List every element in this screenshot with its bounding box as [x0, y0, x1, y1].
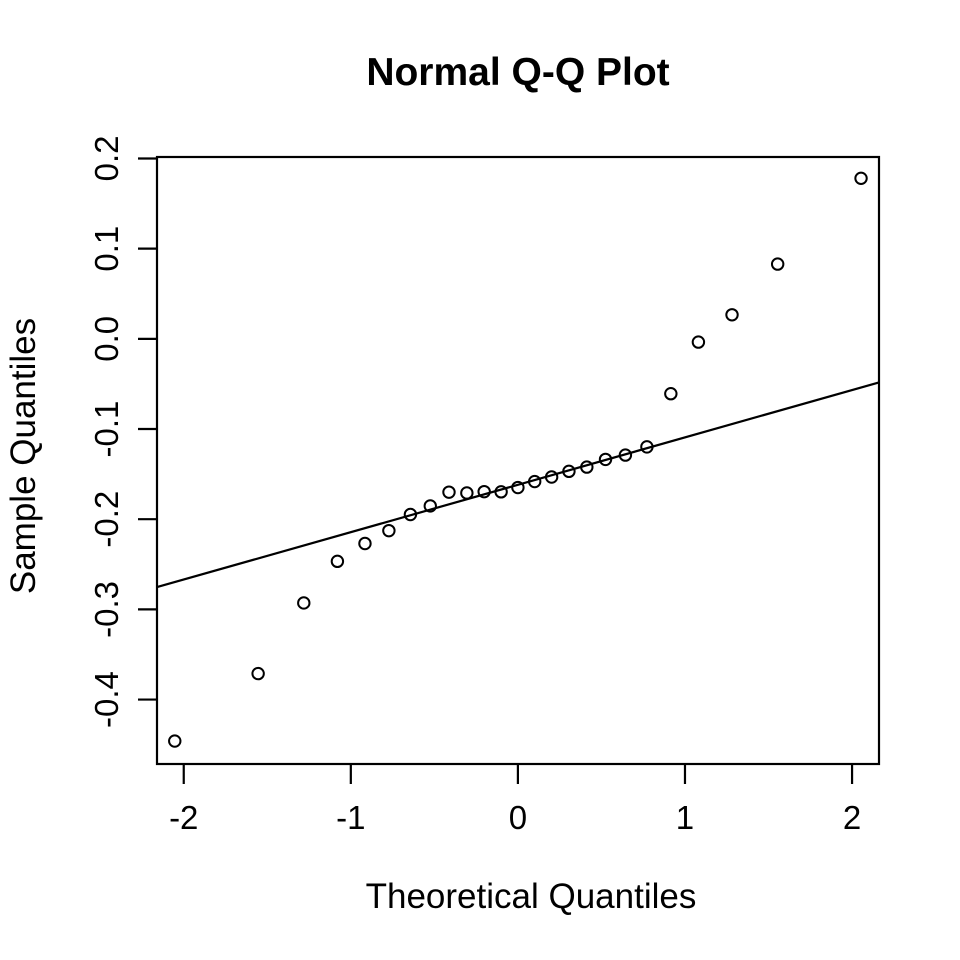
svg-text:Sample Quantiles: Sample Quantiles — [4, 318, 43, 594]
svg-text:0.0: 0.0 — [88, 316, 125, 362]
svg-text:0: 0 — [509, 799, 527, 836]
svg-text:-0.1: -0.1 — [88, 401, 125, 458]
svg-text:0.2: 0.2 — [88, 136, 125, 182]
svg-text:1: 1 — [676, 799, 694, 836]
svg-text:-0.4: -0.4 — [88, 671, 125, 728]
svg-text:-2: -2 — [169, 799, 198, 836]
svg-text:2: 2 — [843, 799, 861, 836]
svg-text:-0.2: -0.2 — [88, 491, 125, 548]
svg-text:-0.3: -0.3 — [88, 581, 125, 638]
svg-text:-1: -1 — [336, 799, 365, 836]
svg-text:0.1: 0.1 — [88, 226, 125, 272]
svg-text:Theoretical Quantiles: Theoretical Quantiles — [366, 877, 697, 916]
svg-text:Normal Q-Q Plot: Normal Q-Q Plot — [366, 51, 669, 94]
